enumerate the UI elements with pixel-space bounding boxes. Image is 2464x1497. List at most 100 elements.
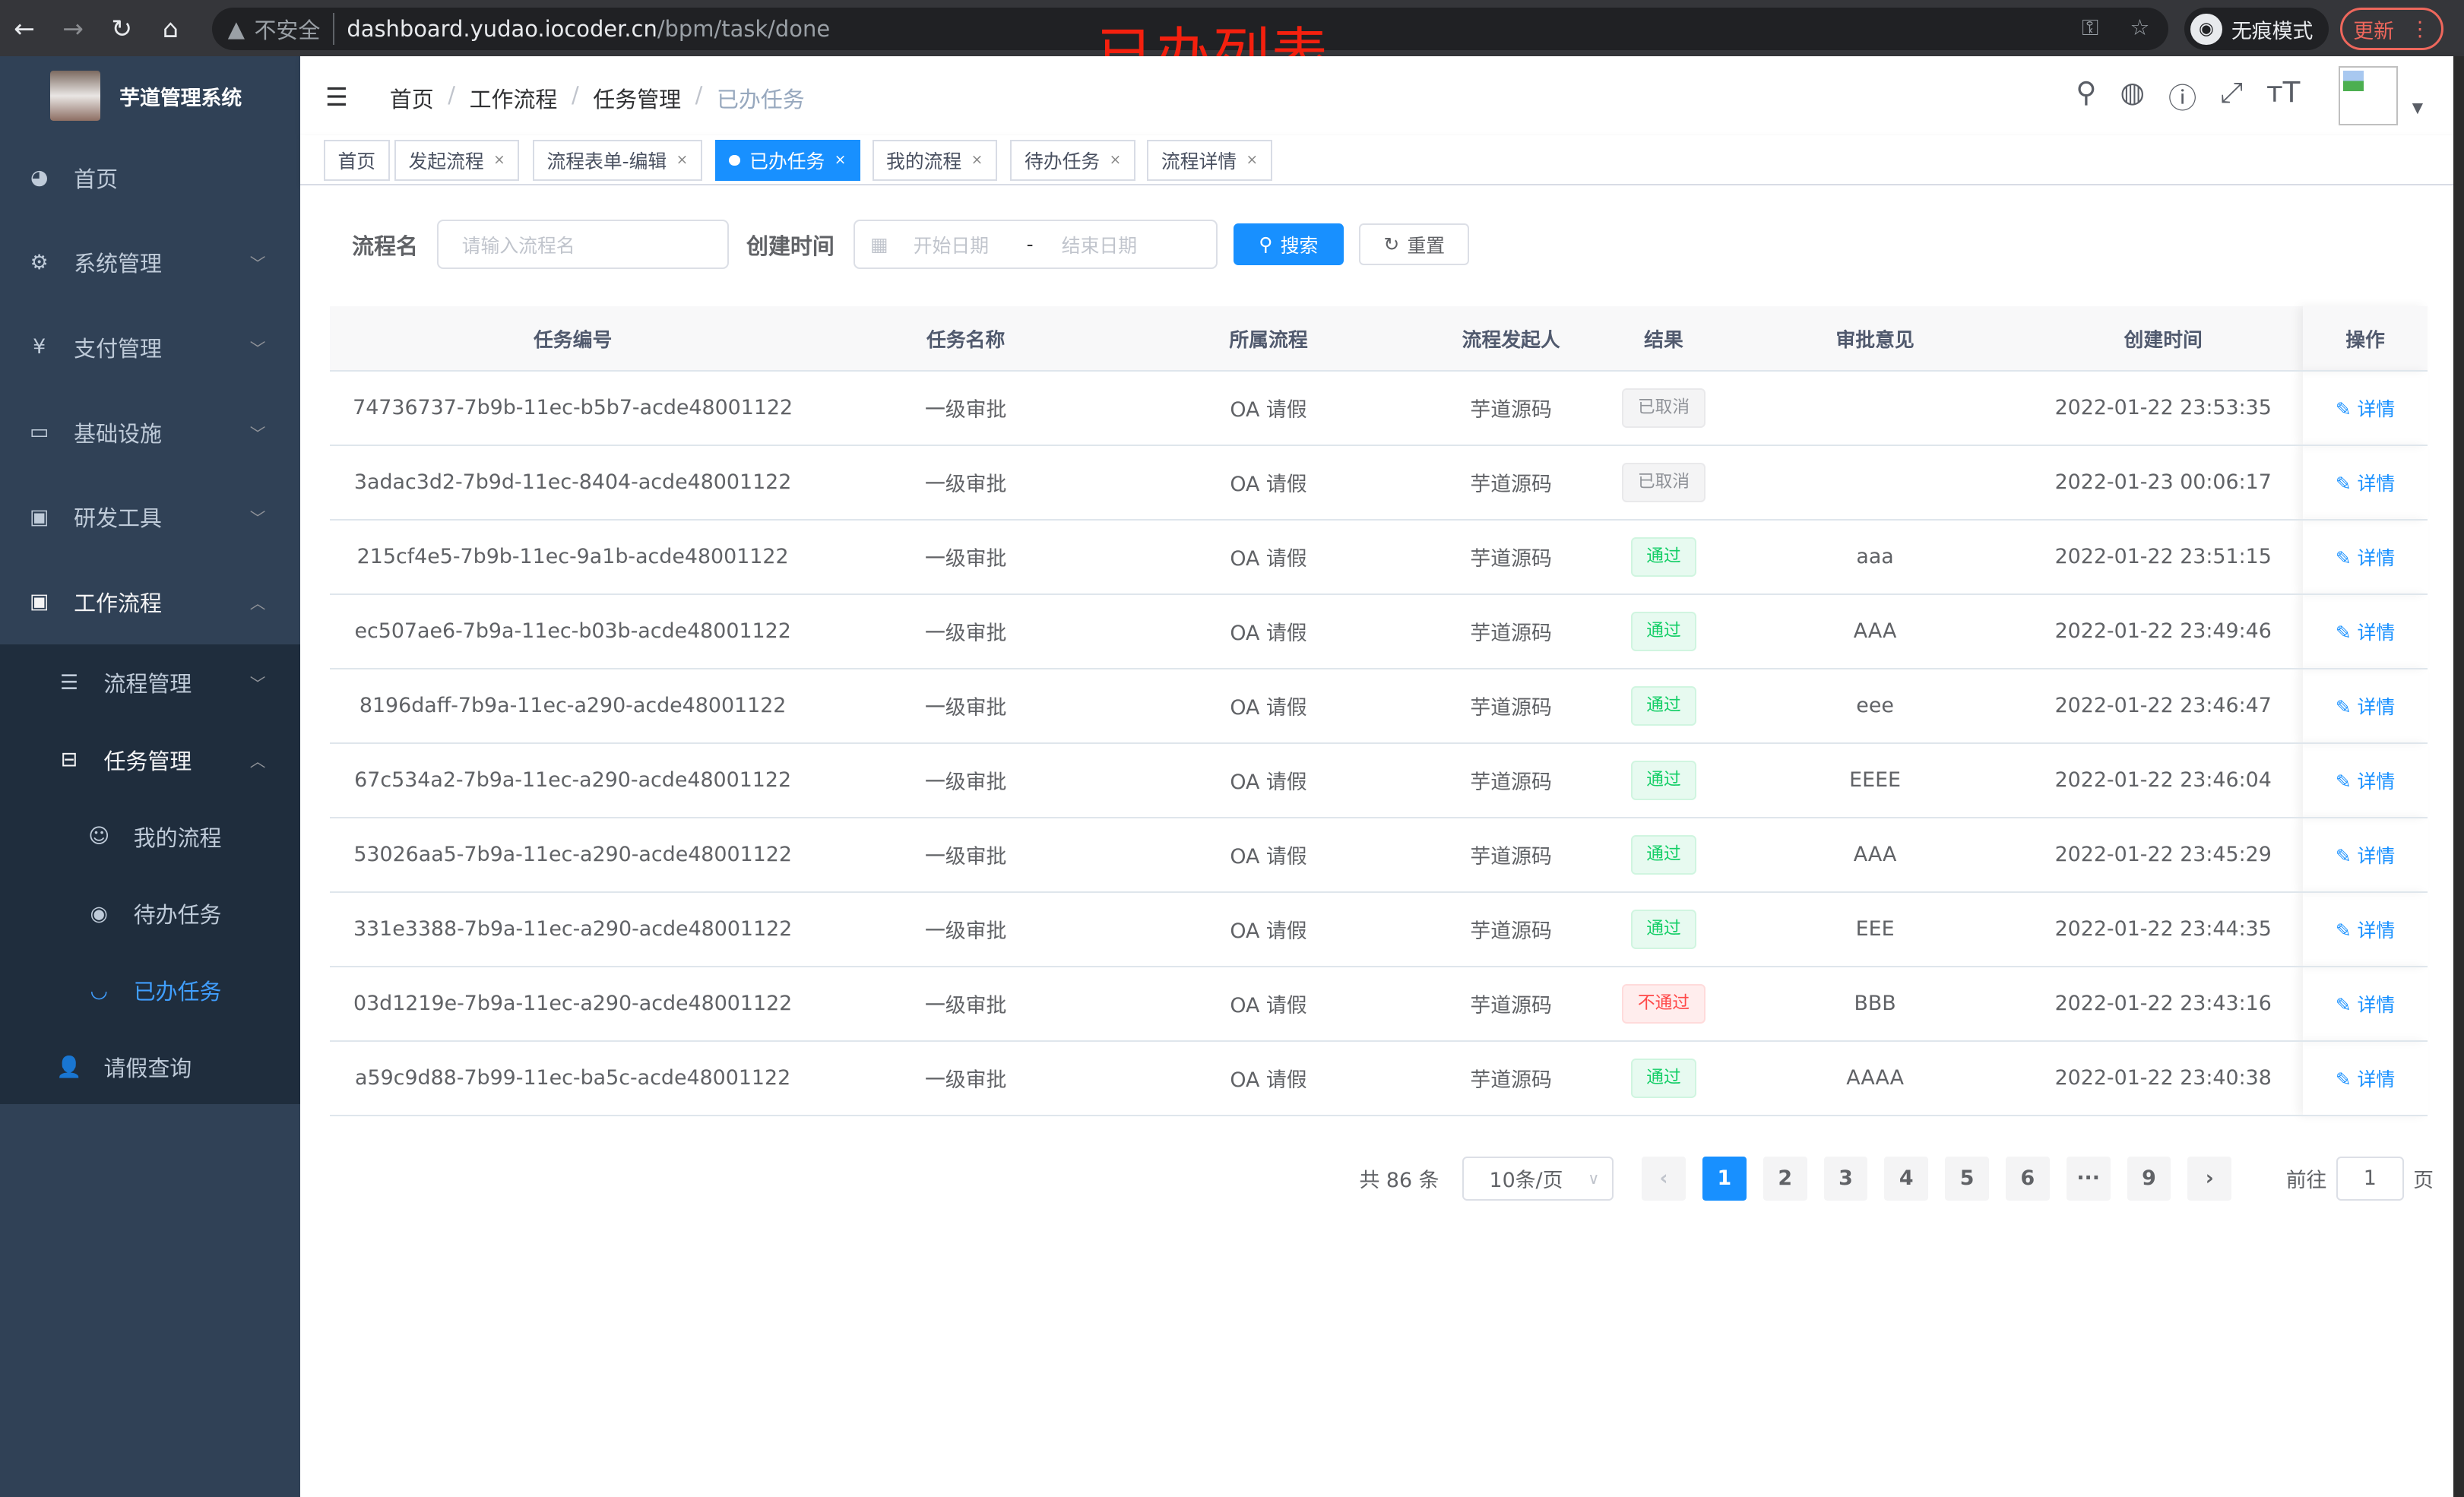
- fullscreen-icon[interactable]: ⤢: [2220, 75, 2243, 109]
- table-row: 8196daff-7b9a-11ec-a290-acde48001122 一级审批…: [330, 668, 2428, 744]
- sidebar-item-task-manage[interactable]: ⊟ 任务管理 ︿: [0, 721, 300, 798]
- page-button[interactable]: 9: [2127, 1156, 2171, 1201]
- goto-page-input[interactable]: 1: [2336, 1156, 2404, 1201]
- task-id-cell: 74736737-7b9b-11ec-b5b7-acde48001122: [330, 370, 816, 446]
- tag-my-process[interactable]: 我的流程 ×: [872, 140, 997, 181]
- navbar: ☰ 首页 / 工作流程 / 任务管理 / 已办任务 ⚲ ◍ ⓘ ⤢ ᴛT ▼: [299, 56, 2464, 135]
- create-time-label: 创建时间: [746, 233, 835, 259]
- sidebar-item-system[interactable]: ⚙ 系统管理 ﹀: [0, 220, 300, 305]
- tag-label: 流程表单-编辑: [546, 150, 667, 172]
- detail-button[interactable]: ✎ 详情: [2336, 845, 2395, 867]
- tag-process-detail[interactable]: 流程详情 ×: [1147, 140, 1272, 181]
- breadcrumb-item[interactable]: 首页: [389, 86, 434, 112]
- task-name-cell: 一级审批: [816, 445, 1116, 521]
- close-icon[interactable]: ×: [971, 152, 983, 169]
- avatar[interactable]: [2338, 65, 2399, 126]
- page-button[interactable]: 2: [1762, 1156, 1807, 1201]
- close-icon[interactable]: ×: [834, 152, 847, 169]
- close-icon[interactable]: ×: [1109, 152, 1122, 169]
- closed-eye-icon: ◡: [90, 978, 108, 1002]
- tag-start-process[interactable]: 发起流程 ×: [394, 140, 520, 181]
- detail-button[interactable]: ✎ 详情: [2336, 919, 2395, 942]
- close-icon[interactable]: ×: [493, 152, 505, 169]
- detail-button[interactable]: ✎ 详情: [2336, 622, 2395, 644]
- date-range-picker[interactable]: ▦ 开始日期 - 结束日期: [853, 220, 1218, 269]
- page-button[interactable]: 6: [2005, 1156, 2050, 1201]
- sidebar-item-todo[interactable]: ◉ 待办任务: [0, 875, 300, 952]
- back-icon[interactable]: ←: [14, 13, 35, 43]
- sidebar-logo[interactable]: 芋道管理系统: [0, 56, 300, 135]
- update-button[interactable]: 更新 ⋮: [2339, 8, 2444, 51]
- menu-label: 我的流程: [133, 824, 222, 851]
- sidebar-item-workflow[interactable]: ▣ 工作流程 ︿: [0, 559, 300, 644]
- page-button[interactable]: 5: [1945, 1156, 1989, 1201]
- detail-button[interactable]: ✎ 详情: [2336, 473, 2395, 495]
- detail-button[interactable]: ✎ 详情: [2336, 547, 2395, 569]
- sidebar-item-infra[interactable]: ▭ 基础设施 ﹀: [0, 390, 300, 475]
- tag-form-edit[interactable]: 流程表单-编辑 ×: [532, 140, 702, 181]
- key-icon[interactable]: ⚿: [2082, 14, 2099, 40]
- next-page-button[interactable]: ›: [2187, 1156, 2232, 1201]
- close-icon[interactable]: ×: [676, 152, 689, 169]
- detail-button[interactable]: ✎ 详情: [2336, 1068, 2395, 1090]
- sidebar-item-devtools[interactable]: ▣ 研发工具 ﹀: [0, 474, 300, 559]
- result-cell: 通过: [1601, 519, 1727, 595]
- breadcrumb-separator: /: [448, 81, 455, 108]
- initiator-cell: 芋道源码: [1420, 817, 1601, 893]
- task-id-cell: 215cf4e5-7b9b-11ec-9a1b-acde48001122: [330, 519, 816, 595]
- page-button[interactable]: 3: [1823, 1156, 1868, 1201]
- sidebar-item-done[interactable]: ◡ 已办任务: [0, 952, 300, 1029]
- sidebar-item-process-manage[interactable]: ☰ 流程管理 ﹀: [0, 644, 300, 721]
- incognito-badge[interactable]: ◉ 无痕模式: [2184, 8, 2329, 51]
- task-id-cell: 03d1219e-7b9a-11ec-a290-acde48001122: [330, 966, 816, 1042]
- tag-label: 已办任务: [749, 150, 825, 172]
- star-icon[interactable]: ☆: [2130, 14, 2150, 40]
- end-date-input[interactable]: 结束日期: [1061, 234, 1137, 257]
- font-size-icon[interactable]: ᴛT: [2266, 75, 2301, 109]
- search-icon[interactable]: ⚲: [2076, 75, 2097, 109]
- result-cell: 通过: [1601, 817, 1727, 893]
- sidebar-item-my-process[interactable]: ☺ 我的流程: [0, 798, 300, 875]
- detail-button[interactable]: ✎ 详情: [2336, 771, 2395, 793]
- process-name-input[interactable]: 请输入流程名: [436, 220, 730, 269]
- page-button[interactable]: 1: [1702, 1156, 1747, 1201]
- result-badge: 通过: [1630, 537, 1697, 577]
- tag-todo[interactable]: 待办任务 ×: [1010, 140, 1135, 181]
- warning-icon: ▲: [227, 16, 245, 43]
- page-size-value: 10条/页: [1489, 1169, 1563, 1193]
- address-bar[interactable]: ▲ 不安全 dashboard.yudao.iocoder.cn/bpm/tas…: [212, 8, 2169, 51]
- broken-image-icon: [2342, 70, 2364, 91]
- detail-label: 详情: [2357, 472, 2396, 495]
- tag-home[interactable]: 首页: [323, 140, 390, 181]
- tree-icon: ⊟: [60, 748, 78, 772]
- page-button[interactable]: 4: [1884, 1156, 1929, 1201]
- caret-down-icon[interactable]: ▼: [2412, 100, 2424, 117]
- forward-icon[interactable]: →: [62, 13, 84, 43]
- sidebar-item-leave[interactable]: 👤 请假查询: [0, 1029, 300, 1104]
- github-icon[interactable]: ◍: [2120, 75, 2145, 109]
- page-button[interactable]: ···: [2066, 1156, 2111, 1201]
- tag-done-tasks[interactable]: 已办任务 ×: [714, 140, 860, 181]
- detail-label: 详情: [2357, 695, 2396, 718]
- start-date-input[interactable]: 开始日期: [913, 234, 989, 257]
- prev-page-button[interactable]: ‹: [1642, 1156, 1686, 1201]
- tag-label: 我的流程: [886, 150, 962, 172]
- detail-button[interactable]: ✎ 详情: [2336, 994, 2395, 1016]
- page-unit-label: 页: [2413, 1169, 2434, 1193]
- sidebar-item-home[interactable]: ◕ 首页: [0, 135, 300, 220]
- hamburger-icon[interactable]: ☰: [325, 81, 348, 112]
- sidebar: 芋道管理系统 ◕ 首页 ⚙ 系统管理 ﹀ ¥ 支付管理 ﹀ ▭ 基础设施 ﹀ ▣ 研发工具 ﹀ ▣…: [0, 56, 300, 1497]
- close-icon[interactable]: ×: [1246, 152, 1259, 169]
- page-size-select[interactable]: 10条/页 ∨: [1462, 1156, 1614, 1201]
- detail-button[interactable]: ✎ 详情: [2336, 398, 2395, 420]
- initiator-cell: 芋道源码: [1420, 1040, 1601, 1116]
- reset-button[interactable]: ↻ 重置: [1359, 223, 1470, 266]
- sidebar-item-pay[interactable]: ¥ 支付管理 ﹀: [0, 305, 300, 390]
- help-icon[interactable]: ⓘ: [2168, 81, 2197, 116]
- detail-button[interactable]: ✎ 详情: [2336, 696, 2395, 718]
- active-dot-icon: [729, 154, 740, 166]
- home-icon[interactable]: ⌂: [162, 13, 179, 43]
- reload-icon[interactable]: ↻: [111, 13, 133, 43]
- search-button[interactable]: ⚲ 搜索: [1233, 223, 1344, 266]
- url-path: /bpm/task/done: [657, 16, 831, 43]
